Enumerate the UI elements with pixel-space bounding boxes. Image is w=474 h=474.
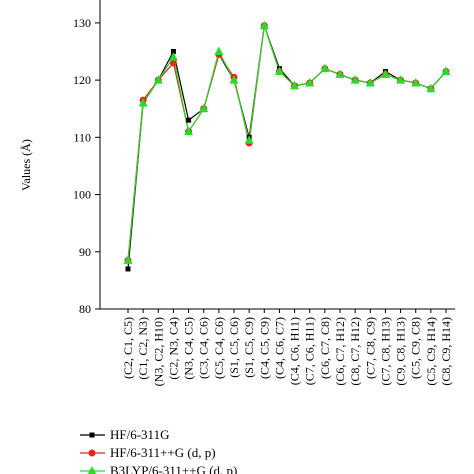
legend-marker bbox=[88, 449, 96, 457]
legend-marker bbox=[89, 432, 95, 438]
x-tick-label: (C9, C8, H13) bbox=[394, 317, 408, 386]
series-line bbox=[127, 25, 447, 269]
point bbox=[199, 103, 209, 113]
point bbox=[170, 49, 176, 54]
point bbox=[290, 80, 300, 90]
y-tick-label: 110 bbox=[73, 130, 91, 144]
y-tick-label: 130 bbox=[73, 16, 91, 30]
x-tick-label: (C7, C8, H13) bbox=[378, 317, 392, 386]
point bbox=[169, 59, 177, 67]
x-tick-label: (N3, C2, H10) bbox=[151, 317, 165, 386]
x-tick-label: (C4, C6, H11) bbox=[288, 317, 302, 385]
x-tick-label: (C2, N3, C4) bbox=[166, 317, 180, 380]
point bbox=[138, 98, 148, 107]
x-tick-label: (C5, C4, C6) bbox=[212, 317, 226, 379]
x-tick-label: (C3, C4, C6) bbox=[197, 317, 211, 379]
x-tick-label: (C1, C2, N3) bbox=[136, 317, 150, 380]
point bbox=[125, 266, 131, 272]
x-tick-label: (C4, C5, C9) bbox=[257, 317, 271, 379]
x-tick-label: (S1, C5, C6) bbox=[227, 317, 241, 378]
point bbox=[274, 66, 284, 76]
y-tick-label: 100 bbox=[73, 188, 91, 202]
point bbox=[184, 126, 194, 136]
y-tick-label: 120 bbox=[73, 73, 91, 87]
x-tick-label: (C4, C6, C7) bbox=[272, 317, 286, 379]
point bbox=[441, 66, 451, 76]
x-tick-label: (N3, C4, C5) bbox=[182, 317, 196, 380]
x-tick-label: (C8, C9, H14) bbox=[439, 317, 453, 386]
legend-label: HF/6-311G bbox=[110, 427, 169, 442]
point bbox=[335, 69, 345, 78]
x-tick-label: (C7, C6, H11) bbox=[303, 317, 317, 385]
x-tick-label: (C6, C7, H12) bbox=[333, 317, 347, 386]
series-line bbox=[127, 25, 447, 261]
legend-label: B3LYP/6-311++G (d, p) bbox=[110, 463, 237, 474]
x-tick-label: (C6, C7, C8) bbox=[318, 317, 332, 379]
point bbox=[123, 255, 133, 264]
x-tick-label: (C5, C9, H14) bbox=[424, 317, 438, 386]
point bbox=[411, 77, 421, 87]
point bbox=[350, 75, 360, 84]
point bbox=[396, 75, 406, 84]
point bbox=[426, 83, 436, 93]
legend-label: HF/6-311++G (d, p) bbox=[110, 445, 216, 460]
point bbox=[305, 77, 315, 87]
point bbox=[186, 117, 192, 123]
point bbox=[380, 69, 390, 78]
point bbox=[259, 20, 269, 30]
point bbox=[214, 46, 224, 55]
point bbox=[229, 75, 239, 84]
point bbox=[365, 77, 375, 87]
x-tick-label: (C5, C9, C8) bbox=[409, 317, 423, 379]
x-tick-label: (S1, C5, C9) bbox=[242, 317, 256, 378]
y-axis-title: Values (Å) bbox=[19, 139, 33, 191]
y-tick-label: 90 bbox=[79, 245, 91, 259]
y-tick-label: 80 bbox=[79, 302, 91, 316]
point bbox=[244, 135, 254, 144]
legend-marker bbox=[87, 466, 97, 474]
x-tick-label: (C2, C1, C5) bbox=[121, 317, 135, 379]
x-tick-label: (C7, C8, C9) bbox=[363, 317, 377, 379]
x-tick-label: (C8, C7, H12) bbox=[348, 317, 362, 386]
point bbox=[153, 75, 163, 84]
point bbox=[320, 63, 330, 73]
point bbox=[168, 52, 178, 61]
